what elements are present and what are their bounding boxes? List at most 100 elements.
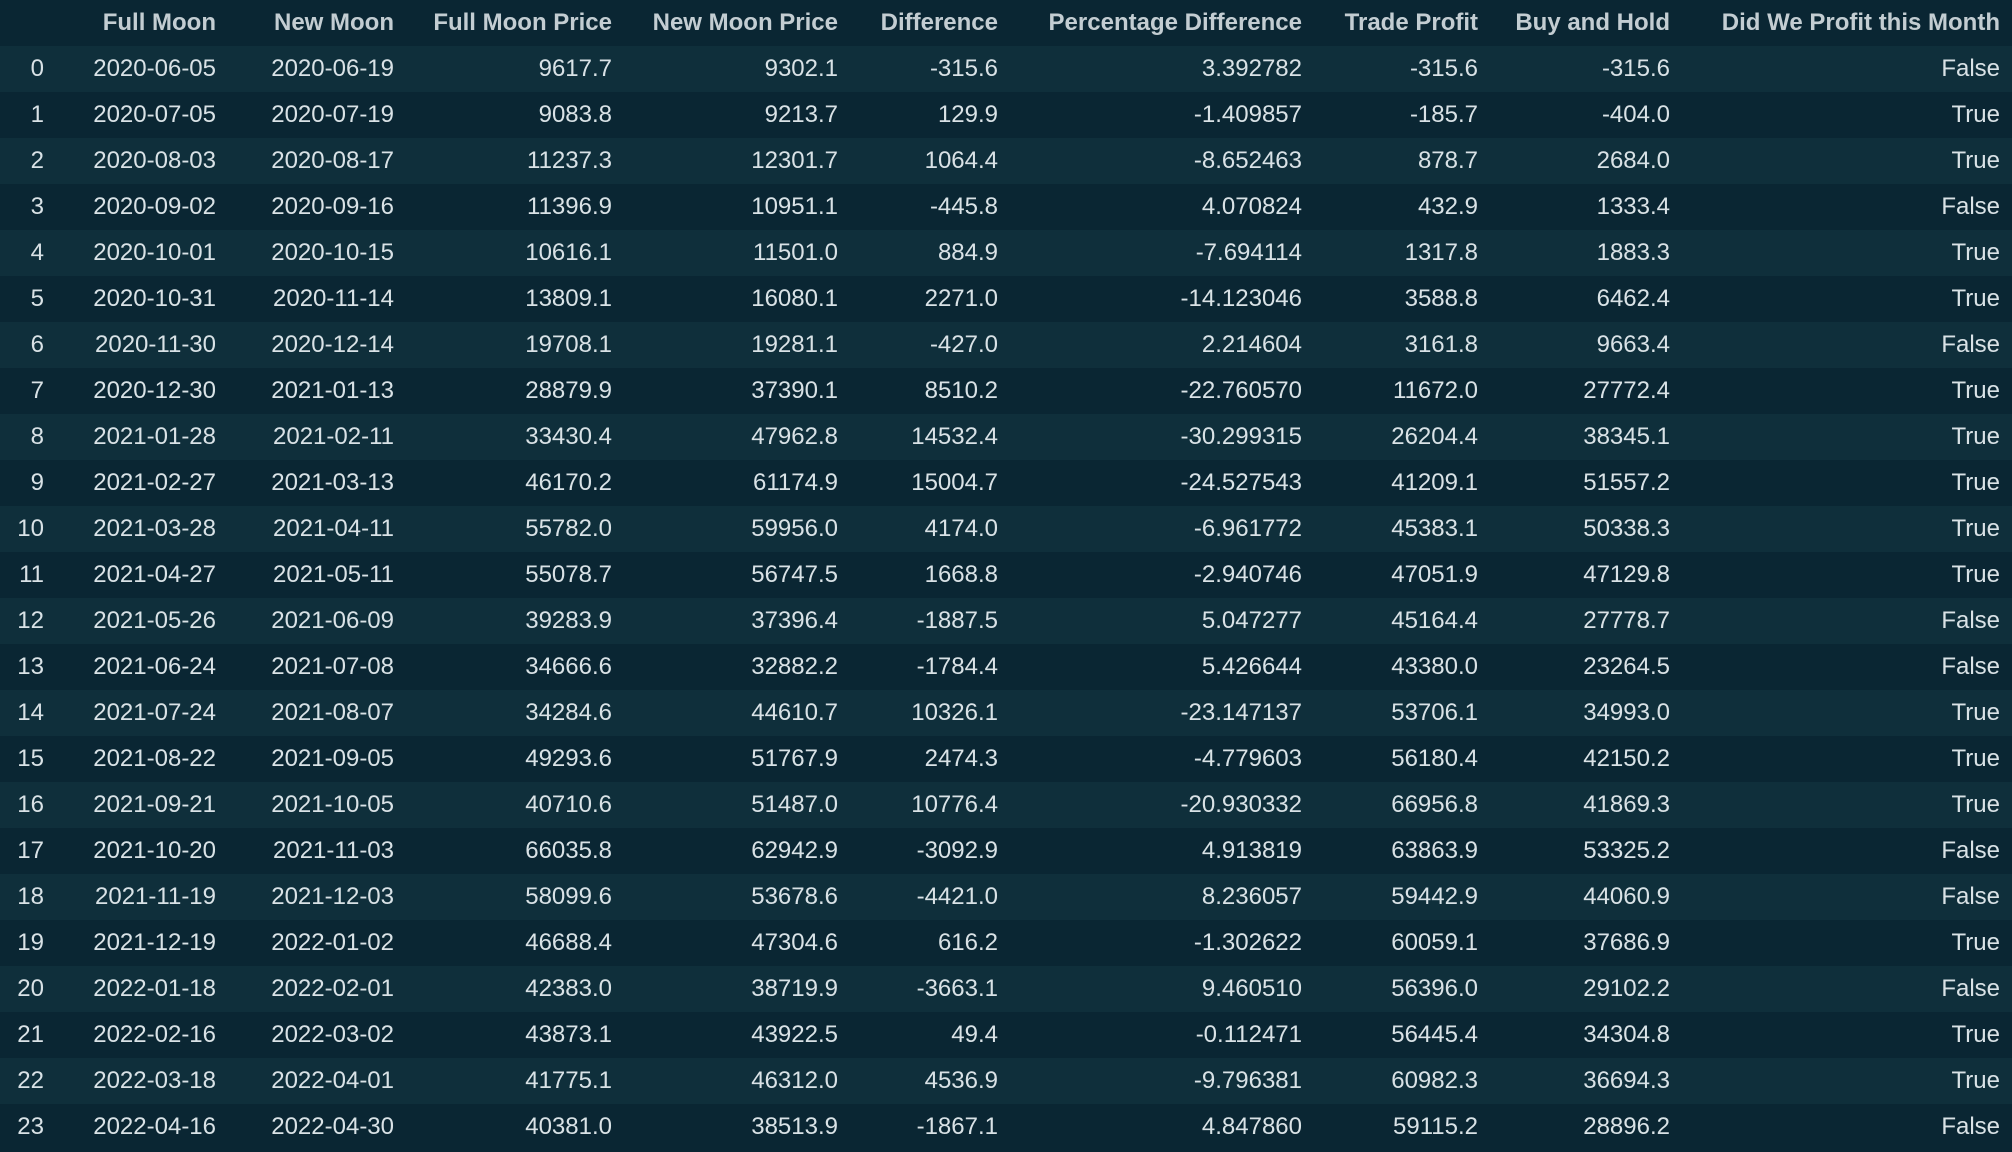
cell-percentage-difference: 4.913819 xyxy=(1201,837,1302,864)
cell-full-moon: 2020-10-01 xyxy=(93,239,216,266)
cell-new-moon: 2021-02-11 xyxy=(273,423,394,450)
cell-trade-profit: 3588.8 xyxy=(1404,285,1478,312)
row-index: 2 xyxy=(30,147,44,174)
column-header-trade-profit: Trade Profit xyxy=(1314,0,1490,46)
cell-new-moon-price: 9213.7 xyxy=(764,101,838,128)
cell-did-we-profit: True xyxy=(1951,147,2000,174)
cell-buy-and-hold: 1883.3 xyxy=(1596,239,1670,266)
cell-buy-and-hold: 38345.1 xyxy=(1583,423,1670,450)
cell-trade-profit: 41209.1 xyxy=(1391,469,1478,496)
cell-new-moon-price: 61174.9 xyxy=(753,469,838,496)
cell-new-moon-price: 51487.0 xyxy=(751,791,838,818)
cell-difference: 10326.1 xyxy=(911,699,998,726)
cell-difference: 49.4 xyxy=(951,1021,998,1048)
cell-percentage-difference: -1.409857 xyxy=(1193,101,1302,128)
cell-percentage-difference: -2.940746 xyxy=(1193,561,1302,588)
cell-difference: -1867.1 xyxy=(916,1113,998,1140)
cell-percentage-difference: -24.527543 xyxy=(1180,469,1302,496)
cell-full-moon-price: 55782.0 xyxy=(525,515,612,542)
cell-buy-and-hold: 34993.0 xyxy=(1583,699,1670,726)
cell-trade-profit: -315.6 xyxy=(1409,55,1478,82)
cell-new-moon: 2021-06-09 xyxy=(271,607,394,634)
row-index: 23 xyxy=(17,1113,44,1140)
table-row: 23 2022-04-16 2022-04-30 40381.0 38513.9 -186… xyxy=(0,1104,2012,1150)
cell-full-moon: 2021-06-24 xyxy=(93,653,216,680)
cell-difference: 1064.4 xyxy=(924,147,998,174)
cell-new-moon-price: 56747.5 xyxy=(751,561,838,588)
cell-buy-and-hold: 37686.9 xyxy=(1583,929,1670,956)
cell-new-moon: 2022-01-02 xyxy=(271,929,394,956)
cell-new-moon: 2020-06-19 xyxy=(271,55,394,82)
table-row: 9 2021-02-27 2021-03-13 46170.2 61174.9 15004… xyxy=(0,460,2012,506)
cell-buy-and-hold: 47129.8 xyxy=(1583,561,1670,588)
header-row: Full Moon New Moon Full Moon Price New M… xyxy=(0,0,2012,46)
cell-full-moon-price: 39283.9 xyxy=(525,607,612,634)
cell-percentage-difference: -1.302622 xyxy=(1193,929,1302,956)
cell-new-moon: 2022-03-02 xyxy=(271,1021,394,1048)
cell-difference: 10776.4 xyxy=(911,791,998,818)
cell-did-we-profit: False xyxy=(1941,975,2000,1002)
row-index: 11 xyxy=(19,561,44,588)
table-row: 22 2022-03-18 2022-04-01 41775.1 46312.0 4536… xyxy=(0,1058,2012,1104)
column-header-new-moon-price: New Moon Price xyxy=(624,0,850,46)
cell-new-moon-price: 47304.6 xyxy=(751,929,838,956)
row-index: 18 xyxy=(17,883,44,910)
cell-percentage-difference: 8.236057 xyxy=(1201,883,1302,910)
row-index: 15 xyxy=(17,745,44,772)
cell-full-moon-price: 46170.2 xyxy=(525,469,612,496)
table-row: 10 2021-03-28 2021-04-11 55782.0 59956.0 4174… xyxy=(0,506,2012,552)
row-index: 16 xyxy=(17,791,44,818)
cell-new-moon-price: 12301.7 xyxy=(751,147,838,174)
cell-full-moon-price: 11237.3 xyxy=(527,147,612,174)
cell-trade-profit: 56445.4 xyxy=(1391,1021,1478,1048)
row-index: 1 xyxy=(30,101,44,128)
cell-new-moon: 2021-01-13 xyxy=(271,377,394,404)
cell-did-we-profit: True xyxy=(1951,1067,2000,1094)
cell-full-moon-price: 66035.8 xyxy=(525,837,612,864)
cell-new-moon: 2021-04-11 xyxy=(273,515,394,542)
row-index: 9 xyxy=(30,469,44,496)
cell-percentage-difference: 4.070824 xyxy=(1201,193,1302,220)
row-index: 19 xyxy=(17,929,44,956)
cell-new-moon: 2022-04-30 xyxy=(271,1113,394,1140)
cell-percentage-difference: 2.214604 xyxy=(1201,331,1302,358)
cell-full-moon: 2022-01-18 xyxy=(93,975,216,1002)
table-row: 7 2020-12-30 2021-01-13 28879.9 37390.1 8510.… xyxy=(0,368,2012,414)
cell-percentage-difference: -6.961772 xyxy=(1193,515,1302,542)
cell-did-we-profit: False xyxy=(1941,837,2000,864)
cell-buy-and-hold: 27772.4 xyxy=(1583,377,1670,404)
row-index: 4 xyxy=(30,239,44,266)
row-index: 0 xyxy=(30,55,44,82)
cell-did-we-profit: True xyxy=(1951,239,2000,266)
cell-did-we-profit: False xyxy=(1941,883,2000,910)
cell-new-moon-price: 32882.2 xyxy=(751,653,838,680)
cell-difference: -1784.4 xyxy=(916,653,998,680)
cell-new-moon-price: 37396.4 xyxy=(751,607,838,634)
cell-percentage-difference: -4.779603 xyxy=(1193,745,1302,772)
cell-new-moon-price: 47962.8 xyxy=(751,423,838,450)
cell-new-moon-price: 38513.9 xyxy=(751,1113,838,1140)
cell-buy-and-hold: 44060.9 xyxy=(1583,883,1670,910)
cell-trade-profit: 56396.0 xyxy=(1391,975,1478,1002)
row-index: 7 xyxy=(30,377,44,404)
cell-full-moon: 2020-12-30 xyxy=(93,377,216,404)
cell-percentage-difference: -23.147137 xyxy=(1180,699,1302,726)
cell-buy-and-hold: 9663.4 xyxy=(1596,331,1670,358)
cell-trade-profit: 45383.1 xyxy=(1391,515,1478,542)
cell-difference: -427.0 xyxy=(929,331,998,358)
cell-full-moon: 2021-09-21 xyxy=(93,791,216,818)
cell-trade-profit: -185.7 xyxy=(1409,101,1478,128)
cell-full-moon-price: 41775.1 xyxy=(525,1067,612,1094)
cell-new-moon-price: 51767.9 xyxy=(751,745,838,772)
cell-trade-profit: 59442.9 xyxy=(1391,883,1478,910)
cell-difference: 129.9 xyxy=(937,101,998,128)
cell-full-moon-price: 49293.6 xyxy=(525,745,612,772)
cell-full-moon-price: 11396.9 xyxy=(527,193,612,220)
cell-new-moon-price: 11501.0 xyxy=(753,239,838,266)
row-index: 21 xyxy=(17,1021,44,1048)
cell-buy-and-hold: 6462.4 xyxy=(1596,285,1670,312)
cell-buy-and-hold: 1333.4 xyxy=(1596,193,1670,220)
cell-full-moon-price: 9083.8 xyxy=(538,101,612,128)
cell-full-moon-price: 33430.4 xyxy=(525,423,612,450)
cell-new-moon-price: 59956.0 xyxy=(751,515,838,542)
